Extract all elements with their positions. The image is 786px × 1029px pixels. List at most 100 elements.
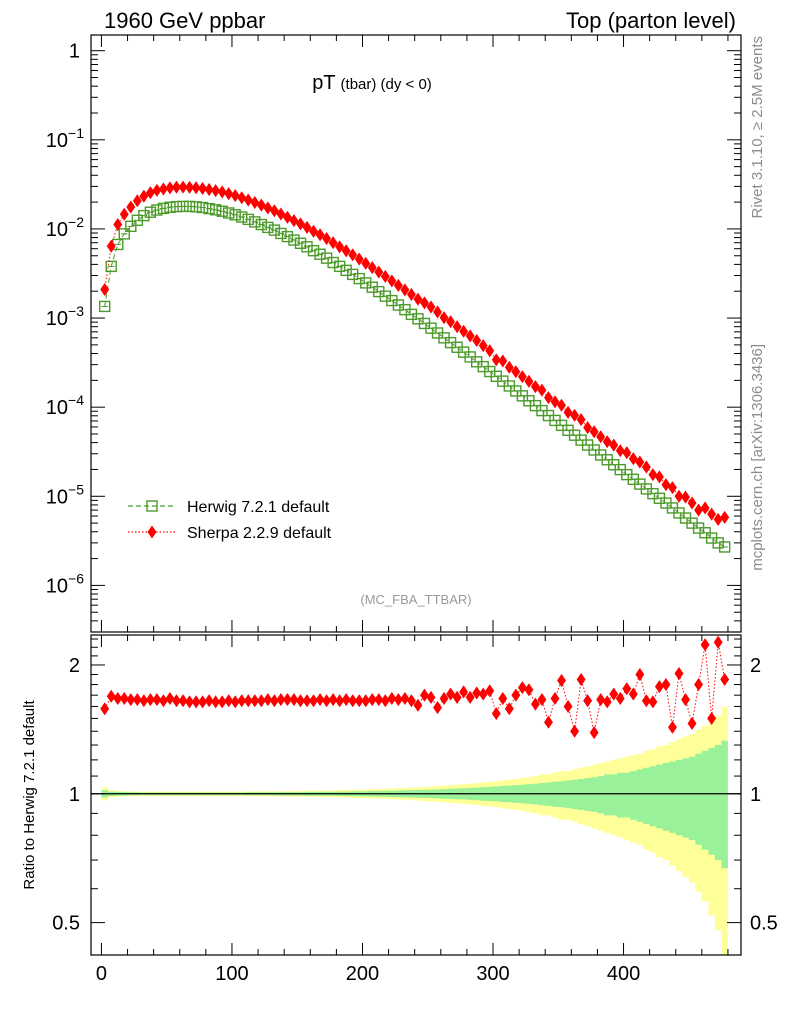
data-point (622, 682, 632, 696)
data-point (250, 694, 260, 708)
data-point (100, 702, 110, 716)
data-point (550, 691, 560, 706)
data-point (178, 180, 188, 194)
data-point (557, 673, 567, 688)
data-point (452, 690, 462, 705)
data-point (570, 408, 580, 422)
data-point (288, 234, 300, 246)
data-point (327, 256, 339, 269)
data-point (589, 725, 599, 740)
data-point (439, 311, 449, 325)
data-point (152, 183, 162, 197)
data-point (309, 224, 319, 238)
data-point (517, 681, 527, 695)
sherpa-series (100, 180, 730, 527)
data-point (198, 181, 208, 196)
data-point (203, 202, 215, 215)
legend-label: Sherpa 2.2.9 default (187, 525, 332, 542)
data-point (543, 715, 553, 729)
y-tick-label: 10−4 (46, 392, 84, 419)
data-point (361, 256, 371, 270)
data-point (237, 191, 247, 205)
series-line (104, 205, 725, 548)
data-point (209, 204, 222, 216)
data-point (393, 278, 403, 293)
header-right: Top (parton level) (566, 8, 736, 33)
data-point (387, 274, 397, 288)
data-point (596, 692, 606, 707)
outer-uncertainty-band (101, 706, 728, 955)
data-point (400, 283, 410, 297)
data-point (667, 720, 677, 734)
data-point (229, 209, 241, 221)
data-point (307, 244, 320, 257)
data-point (217, 185, 227, 199)
data-point (367, 260, 377, 275)
ratio-y-tick-label: 2 (69, 655, 80, 677)
data-point (530, 379, 540, 394)
x-tick-label: 0 (96, 963, 107, 985)
data-point (576, 672, 586, 687)
data-point (171, 694, 181, 708)
data-point (550, 395, 560, 409)
data-point (635, 455, 645, 469)
data-point (211, 183, 221, 198)
data-point (589, 425, 599, 439)
data-point (648, 695, 658, 709)
data-point (465, 329, 475, 343)
data-point (99, 300, 111, 313)
data-point (144, 206, 157, 218)
data-point (276, 692, 286, 707)
data-point (543, 390, 553, 405)
data-point (151, 204, 163, 216)
data-point (400, 691, 410, 706)
data-point (152, 692, 162, 707)
data-point (263, 692, 273, 707)
data-point (250, 195, 260, 210)
data-point (256, 198, 266, 212)
data-point (216, 205, 228, 217)
data-point (583, 694, 593, 708)
data-point (504, 702, 514, 716)
data-point (301, 241, 313, 253)
data-point (433, 700, 443, 715)
data-point (105, 260, 117, 273)
ratio-y-tick-label-right: 2 (750, 655, 761, 677)
data-point (348, 248, 358, 262)
data-point (615, 444, 625, 458)
data-point (511, 688, 521, 702)
data-point (289, 213, 299, 228)
data-point (165, 691, 175, 706)
data-point (171, 180, 181, 194)
data-point (145, 692, 155, 707)
data-point (707, 711, 717, 726)
data-point (465, 690, 475, 705)
data-point (602, 695, 612, 709)
x-tick-label: 400 (607, 963, 640, 985)
data-point (498, 354, 508, 368)
data-point (132, 692, 142, 707)
data-point (119, 691, 129, 706)
data-point (459, 324, 469, 338)
y-tick-label: 10−1 (46, 125, 84, 152)
main-data-series (99, 180, 731, 553)
data-point (648, 467, 658, 482)
data-point (485, 684, 495, 698)
data-point (106, 239, 116, 253)
data-point (360, 277, 372, 289)
data-point (125, 220, 137, 233)
data-point (262, 221, 274, 234)
data-point (236, 211, 248, 223)
data-point (249, 216, 261, 228)
data-point (713, 635, 723, 649)
data-point (609, 438, 619, 452)
data-point (263, 201, 273, 215)
data-point (406, 287, 416, 302)
data-point (387, 691, 397, 706)
data-point (328, 236, 338, 250)
data-point (322, 231, 332, 246)
ratio-y-tick-label-right: 1 (750, 784, 761, 806)
data-point (191, 695, 201, 709)
data-point (353, 272, 365, 285)
data-point (641, 460, 651, 474)
